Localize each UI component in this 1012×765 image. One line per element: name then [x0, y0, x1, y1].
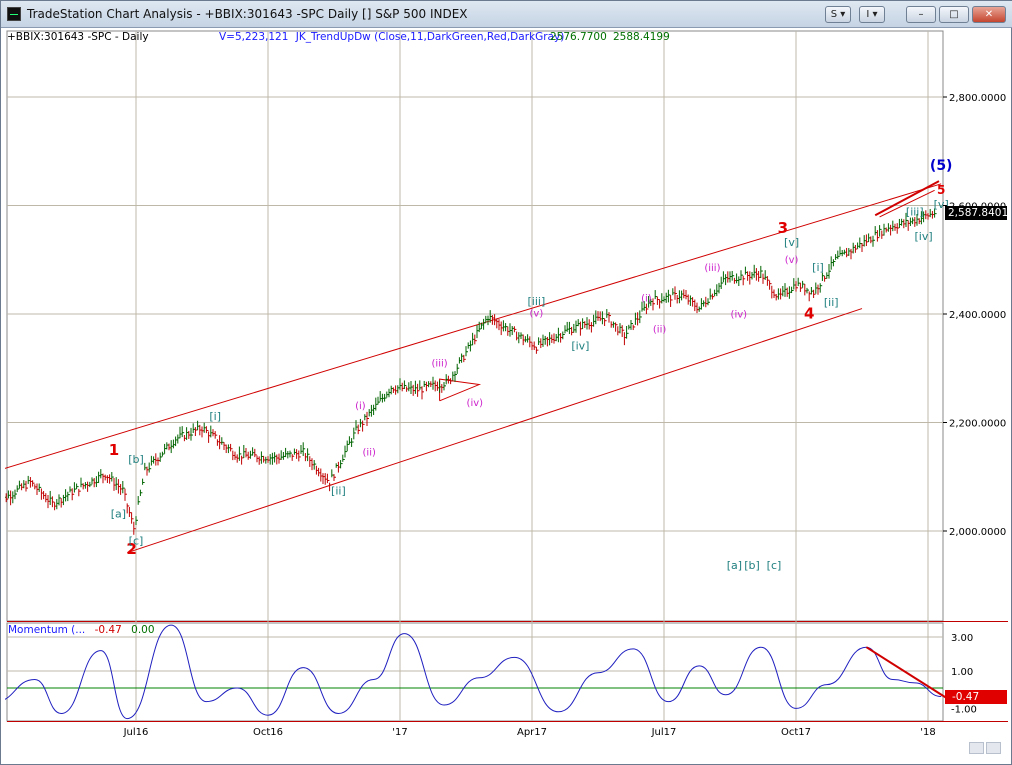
wave-label: (v)	[530, 309, 544, 320]
wave-label: [iv]	[571, 339, 589, 352]
wave-label: (5)	[930, 158, 953, 174]
channel-lower-line	[127, 308, 863, 554]
indicator-value-2: 2588.4199	[613, 31, 670, 43]
last-price-tag: 2,587.8401	[945, 206, 1008, 220]
channel-upper-line	[5, 183, 942, 469]
wave-label: [i]	[209, 410, 221, 423]
wave-label: (iv)	[731, 309, 748, 320]
x-tick-label: Oct17	[781, 727, 811, 738]
minimize-button[interactable]: –	[906, 6, 936, 23]
price-tick-label: 2,800.0000	[949, 93, 1006, 104]
ending-diagonal-line	[879, 189, 935, 218]
horizontal-scroll-controls[interactable]	[969, 742, 1005, 756]
wave-label: (ii)	[653, 324, 666, 335]
wave-label: [a]	[727, 559, 742, 572]
wave-label: [a]	[111, 507, 126, 520]
price-pane-header: +BBIX:301643 -SPC - Daily V=5,223,121 JK…	[7, 31, 670, 43]
tradestation-app-icon	[7, 7, 21, 21]
momentum-title: Momentum (...	[8, 624, 86, 636]
wave-label: [c]	[129, 535, 144, 548]
wave-label: [i]	[812, 261, 824, 274]
scroll-left-icon[interactable]	[969, 742, 984, 754]
indicator-value-1: 2576.7700	[550, 31, 607, 43]
wave-label: (i)	[641, 294, 652, 305]
wave-label: 5	[937, 183, 945, 197]
wave-label: [iii]	[906, 205, 924, 218]
wave-label: (ii)	[363, 448, 376, 459]
x-tick-label: Apr17	[517, 727, 547, 738]
wave-label: 1	[109, 441, 119, 459]
wave-label: [b]	[744, 559, 760, 572]
wave-label: [v]	[934, 198, 949, 211]
momentum-pane-header: Momentum (... -0.47 0.00	[8, 624, 155, 636]
maximize-button[interactable]: □	[939, 6, 969, 23]
volume-readout: V=5,223,121	[219, 31, 289, 43]
close-button[interactable]: ✕	[972, 6, 1006, 23]
momentum-tick-label: 1.00	[951, 667, 973, 678]
x-tick-label: Jul17	[651, 727, 677, 738]
price-tick-label: 2,000.0000	[949, 527, 1006, 538]
momentum-last-value-tag: -0.47	[945, 690, 1007, 704]
wave-label: [b]	[128, 453, 144, 466]
wave-label: [ii]	[331, 485, 346, 498]
price-tick-label: 2,200.0000	[949, 419, 1006, 430]
price-tick-label: 2,400.0000	[949, 310, 1006, 321]
i-menu-button[interactable]: I ▾	[859, 6, 885, 23]
wave-label: (iii)	[432, 359, 448, 370]
wave-label: 2	[126, 540, 136, 558]
momentum-divergence-line	[865, 646, 947, 699]
wave-label: 4	[804, 304, 814, 322]
wave-label: (v)	[785, 255, 799, 266]
indicator-label: V=5,223,121 JK_TrendUpDw (Close,11,DarkG…	[219, 31, 564, 43]
window-title: TradeStation Chart Analysis - +BBIX:3016…	[27, 7, 468, 21]
wave-label: [v]	[784, 236, 799, 249]
indicator-name: JK_TrendUpDw (Close,11,DarkGreen,Red,Dar…	[295, 31, 565, 43]
momentum-value-1: -0.47	[94, 624, 122, 636]
ending-diagonal-line	[874, 180, 940, 217]
symbol-label: +BBIX:301643 -SPC - Daily	[7, 31, 149, 43]
wave-label: (i)	[355, 401, 366, 412]
x-tick-label: Oct16	[253, 727, 283, 738]
momentum-value-2: 0.00	[131, 624, 155, 636]
x-tick-label: '17	[392, 727, 407, 738]
momentum-tick-label-hidden: -1.00	[951, 705, 977, 716]
wave-label: [iii]	[528, 295, 546, 308]
wave-label: [iv]	[915, 230, 933, 243]
x-tick-label: Jul16	[123, 727, 149, 738]
wave-label: (iii)	[704, 263, 720, 274]
scroll-right-icon[interactable]	[986, 742, 1001, 754]
momentum-line	[5, 624, 942, 720]
x-tick-label: '18	[920, 727, 935, 738]
wave-label: [c]	[767, 559, 782, 572]
wave-label: 3	[778, 219, 788, 237]
title-bar[interactable]: TradeStation Chart Analysis - +BBIX:3016…	[1, 1, 1012, 28]
wave-label: [ii]	[824, 296, 839, 309]
wave-label: (iv)	[467, 398, 484, 409]
s-menu-button[interactable]: S ▾	[825, 6, 851, 23]
price-chart[interactable]: Jul16 Oct16 '17 Apr17 Jul17 Oct17 '18 2,000.000…	[5, 29, 1008, 741]
momentum-tick-label: 3.00	[951, 633, 973, 644]
